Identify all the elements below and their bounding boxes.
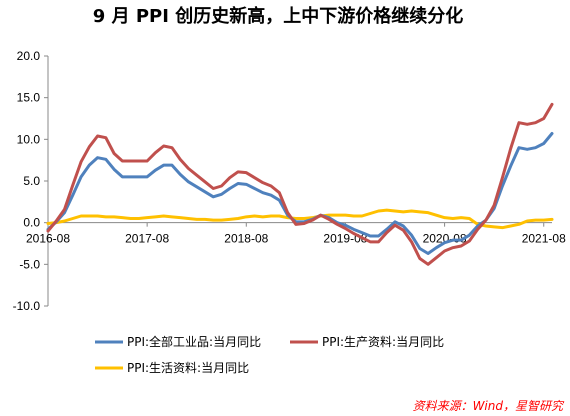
legend: PPI:全部工业品:当月同比 PPI:生产资料:当月同比 PPI:生活资料:当月同比	[95, 334, 444, 375]
y-tick-label: 0.0	[23, 216, 40, 230]
series-lines	[46, 102, 554, 266]
y-tick-label: 20.0	[17, 49, 41, 63]
x-axis: 2016-08 2017-08 2018-08 2019-08 2020-08 2021-…	[26, 222, 566, 246]
legend-label-2: PPI:生活资料:当月同比	[127, 361, 249, 375]
legend-label-0: PPI:全部工业品:当月同比	[127, 334, 261, 349]
legend-label-1: PPI:生产资料:当月同比	[322, 335, 444, 349]
series-line-2	[46, 208, 554, 230]
series-line-1	[46, 102, 554, 266]
y-axis: -10.0 -5.0 0.0 5.0 10.0 15.0 20.0	[13, 49, 49, 313]
x-tick-label: 2020-08	[423, 232, 467, 246]
y-tick-label: 15.0	[17, 91, 41, 105]
y-tick-label: 10.0	[17, 132, 41, 146]
x-tick-label: 2018-08	[224, 232, 268, 246]
y-tick-label: -10.0	[13, 299, 41, 313]
x-tick-label: 2017-08	[125, 232, 169, 246]
chart-title: 9 月 PPI 创历史新高，上中下游价格继续分化	[93, 5, 463, 27]
series-line-0	[46, 132, 554, 255]
x-tick-label: 2021-08	[522, 232, 566, 246]
x-tick-label: 2016-08	[26, 232, 70, 246]
y-tick-label: -5.0	[19, 257, 40, 271]
chart-source: 资料来源：Wind，星智研究	[413, 399, 565, 413]
y-tick-label: 5.0	[23, 174, 40, 188]
